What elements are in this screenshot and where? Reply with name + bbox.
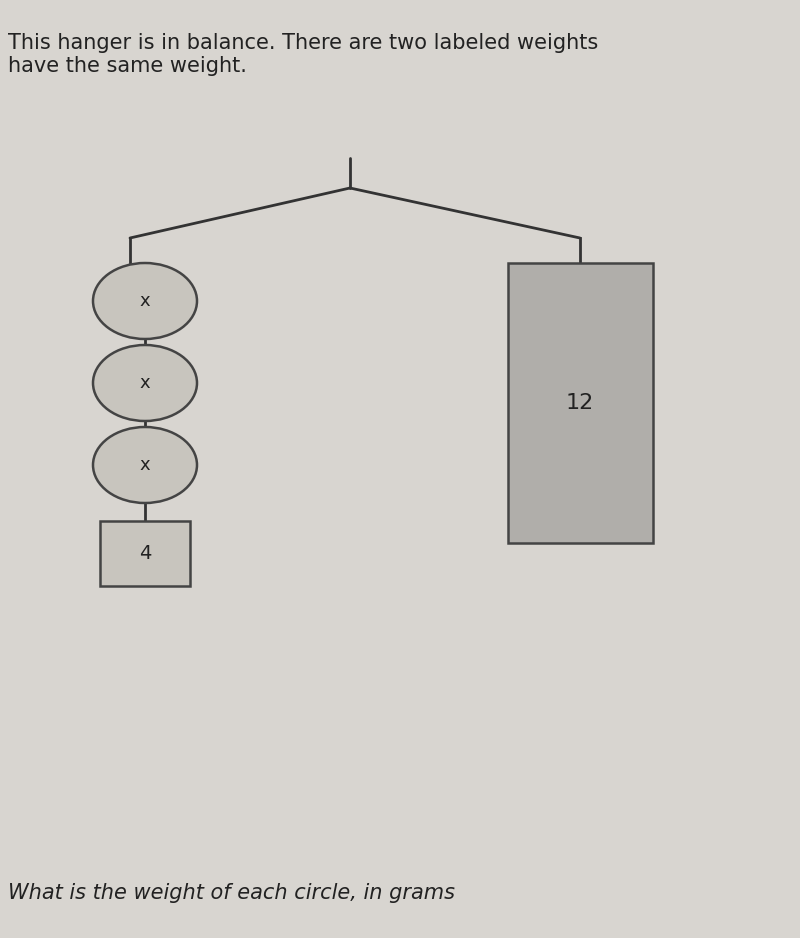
Text: x: x xyxy=(140,456,150,474)
Text: 12: 12 xyxy=(566,393,594,413)
Text: x: x xyxy=(140,292,150,310)
Bar xyxy=(100,521,190,586)
Text: x: x xyxy=(140,374,150,392)
Ellipse shape xyxy=(93,345,197,421)
Bar xyxy=(507,263,653,543)
Text: What is the weight of each circle, in grams: What is the weight of each circle, in gr… xyxy=(8,883,455,903)
Text: This hanger is in balance. There are two labeled weights
have the same weight.: This hanger is in balance. There are two… xyxy=(8,33,598,76)
Ellipse shape xyxy=(93,263,197,339)
Text: 4: 4 xyxy=(139,544,151,563)
Ellipse shape xyxy=(93,427,197,503)
